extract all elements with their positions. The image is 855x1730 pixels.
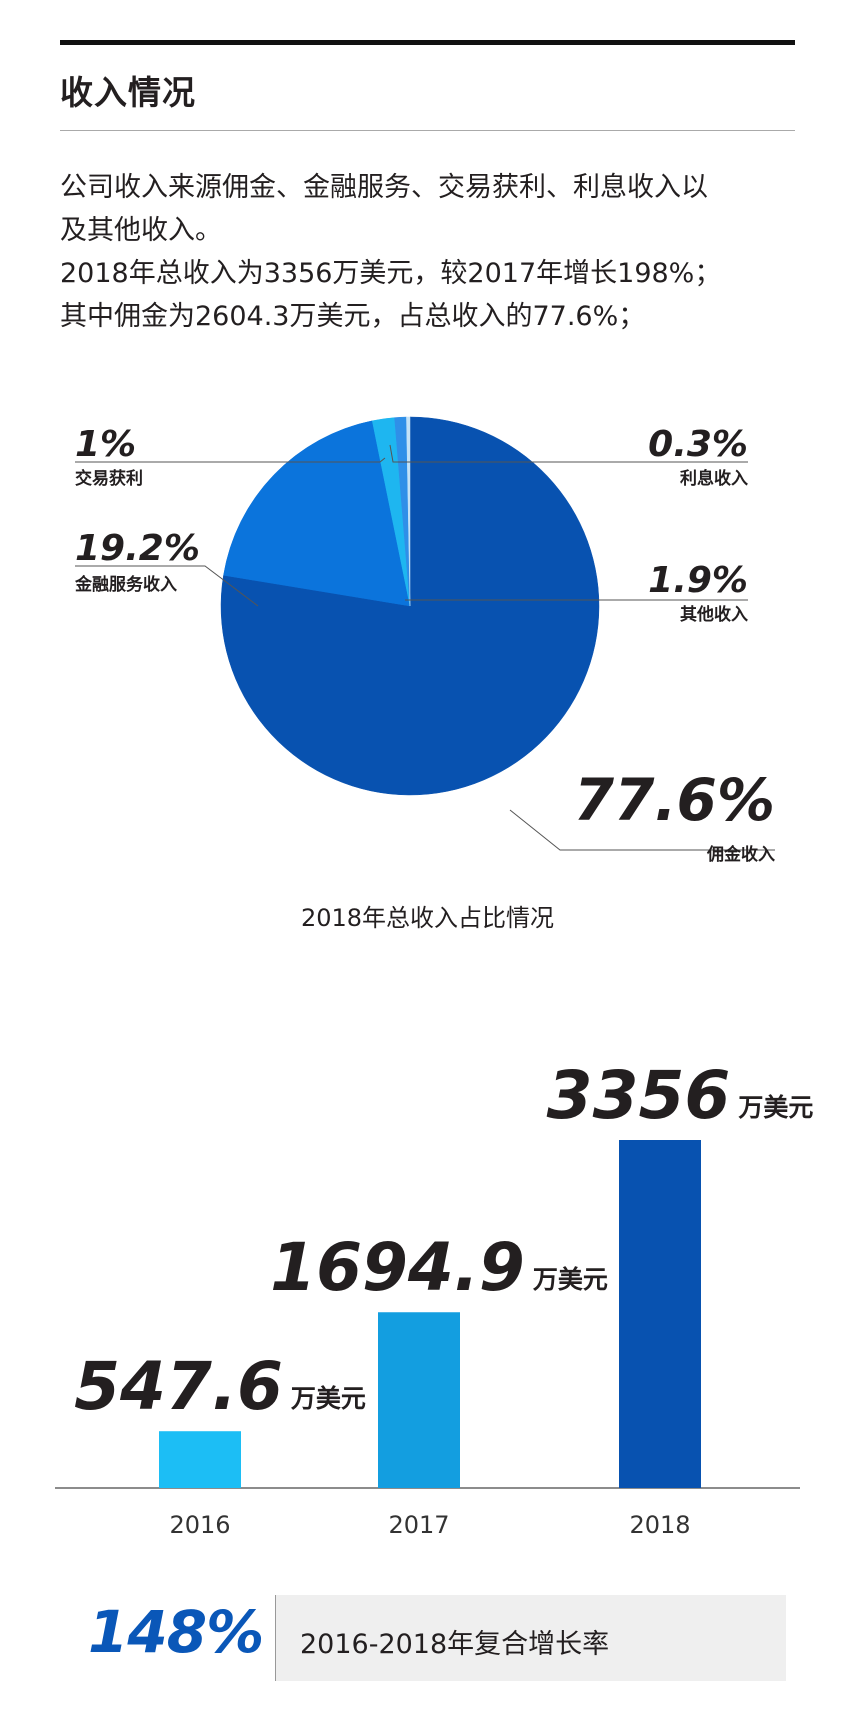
pie-slice-percent: 1% [75,424,136,465]
pie-slice-percent: 77.6% [574,766,775,834]
bar-value-label: 1694.9 [270,1229,525,1306]
pie-slice [223,420,411,607]
bar-category-label: 2016 [169,1511,230,1539]
bar-unit-label: 万美元 [738,1093,813,1122]
pie-slice-percent: 1.9% [648,560,748,601]
intro-text: 公司收入来源佣金、金融服务、交易获利、利息收入以 及其他收入。 2018年总收入… [60,166,800,338]
intro-line-3: 2018年总收入为3356万美元，较2017年增长198%； [60,258,722,289]
pie-leader-line [75,457,386,463]
bar-2016 [159,1431,241,1488]
intro-line-2: 及其他收入。 [60,215,222,246]
cagr-label-box [276,1595,786,1681]
section-title: 收入情况 [60,73,196,112]
bar-2017 [378,1312,460,1488]
bar-unit-label: 万美元 [533,1265,608,1294]
intro-line-1: 公司收入来源佣金、金融服务、交易获利、利息收入以 [60,172,708,203]
bar-unit-label: 万美元 [291,1384,366,1413]
pie-slice-label: 其他收入 [680,604,748,625]
pie-slice-percent: 19.2% [75,528,200,569]
pie-slice-label: 交易获利 [75,468,143,489]
pie-leader-line [75,565,259,607]
bar-category-label: 2017 [388,1511,449,1539]
pie-slice [406,416,411,607]
cagr-label: 2016-2018年复合增长率 [300,1629,610,1660]
pie-slice-label: 利息收入 [680,468,748,489]
title-divider [60,130,795,131]
pie-leader-line [389,444,748,463]
revenue-share-pie-chart: 77.6% 佣金收入 19.2% 金融服务收入 1% 交易获利 0.3% 利息收入 1.9% 其他… [74,416,775,865]
pie-chart-title: 2018年总收入占比情况 [300,904,555,932]
intro-line-4: 其中佣金为2604.3万美元，占总收入的77.6%； [60,301,646,332]
bar-value-label: 3356 [547,1057,731,1134]
cagr-divider [275,1595,276,1681]
bar-value-label: 547.6 [74,1348,283,1425]
pie-slice-label: 金融服务收入 [74,574,177,595]
pie-slice-label: 佣金收入 [706,844,775,865]
top-rule [60,40,795,45]
pie-slice-percent: 0.3% [648,424,748,465]
cagr-value: 148% [88,1598,264,1666]
pie-leader-line [509,809,775,851]
bar-category-label: 2018 [629,1511,690,1539]
bar-2018 [619,1140,701,1488]
